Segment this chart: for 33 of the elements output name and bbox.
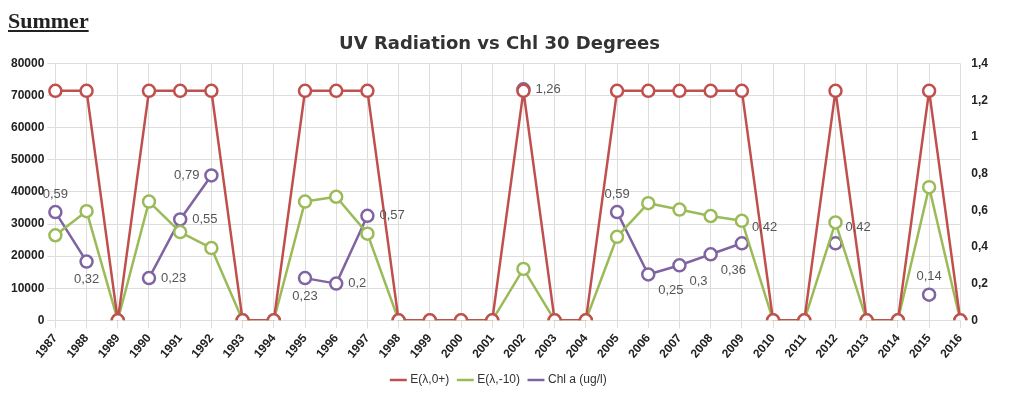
y2-tick-label: 0,6 xyxy=(971,202,989,217)
data-label: 0,32 xyxy=(73,271,100,287)
chart-title: UV Radiation vs Chl 30 Degrees xyxy=(339,32,660,54)
data-label: 0,59 xyxy=(604,185,630,201)
y2-tick-label: 0,4 xyxy=(971,239,989,254)
y-tick-label: 10000 xyxy=(10,280,45,295)
y-tick-label: 70000 xyxy=(10,88,45,102)
y2-tick-label: 0,8 xyxy=(971,165,989,180)
y-tick-label: 50000 xyxy=(10,152,45,167)
y2-tick-label: 1 xyxy=(971,129,979,144)
y2-tick-label: 0,2 xyxy=(971,275,989,290)
y-tick-label: 60000 xyxy=(10,120,45,135)
data-label: 0,36 xyxy=(720,261,746,277)
data-label: 0,2 xyxy=(348,275,367,291)
legend-label: Chl a (ug/l) xyxy=(548,372,607,387)
data-label: 1,26 xyxy=(535,80,561,96)
chart-subtitle: Summer xyxy=(8,8,90,34)
legend-label: E(λ,0+) xyxy=(410,372,450,387)
legend-label: E(λ,-10) xyxy=(477,372,521,387)
data-label: 0,23 xyxy=(292,287,318,303)
y-tick-label: 20000 xyxy=(10,248,45,263)
y-tick-label: 30000 xyxy=(10,216,45,231)
data-label: 0,14 xyxy=(916,268,942,284)
y2-tick-label: 0 xyxy=(971,312,979,327)
y-tick-label: 80000 xyxy=(10,55,45,70)
data-label: 0,3 xyxy=(689,272,708,288)
y2-tick-label: 1,2 xyxy=(971,92,989,107)
data-label: 0,25 xyxy=(658,282,684,298)
data-label: 0,79 xyxy=(174,167,200,183)
data-label: 0,55 xyxy=(192,211,218,227)
y2-tick-label: 1,4 xyxy=(971,55,989,70)
data-label: 0,23 xyxy=(160,269,187,285)
y-tick-label: 0 xyxy=(37,312,45,327)
